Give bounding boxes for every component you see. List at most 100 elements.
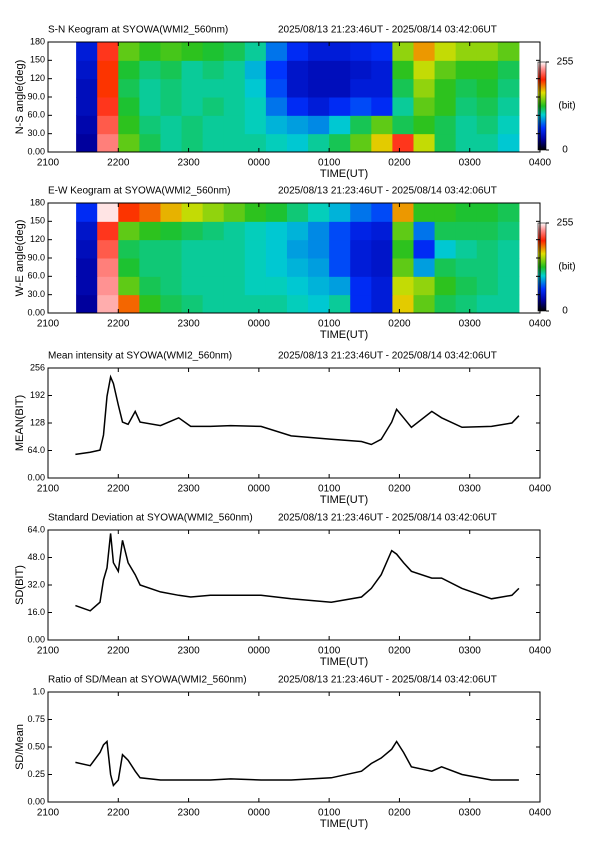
heat-cell [76,60,98,80]
heat-cell [160,60,183,80]
x-tick-label: 0400 [529,808,552,819]
x-tick-label: 0300 [459,646,482,657]
heat-cell [413,60,436,80]
heat-cell [97,133,119,153]
y-tick-label: 0.00 [27,472,45,482]
x-axis-label: TIME(UT) [320,656,368,668]
panel-title: S-N Keogram at SYOWA(WMI2_560nm) [48,25,228,36]
heat-cell [223,203,246,222]
y-tick-label: 192 [30,390,45,400]
heat-cell [265,258,288,277]
heat-cell [160,221,183,241]
heat-cell [76,276,98,296]
heat-cell [244,42,267,61]
heat-cell [413,78,436,98]
heat-cell [371,42,393,61]
heat-cell [329,276,351,296]
x-tick-label: 0300 [459,808,482,819]
heat-cell [160,294,183,314]
heat-cell [329,60,351,80]
heat-cell [118,276,140,296]
heat-cell [139,276,161,296]
heat-cell [350,239,372,259]
heat-cell [181,97,204,116]
panel-subtitle: 2025/08/13 21:23:46UT - 2025/08/14 03:42… [278,513,497,524]
x-tick-label: 2100 [37,646,60,657]
heat-cell [308,133,330,153]
x-tick-label: 0200 [388,484,411,495]
x-tick-label: 2200 [107,484,130,495]
x-axis-label: TIME(UT) [320,329,368,341]
y-tick-label: 0.00 [27,796,45,806]
heat-cell [286,78,309,98]
heat-cell [476,115,499,135]
heat-cell [455,258,478,277]
y-tick-label: 30.0 [27,289,45,299]
colorbar-tick-label: 255 [557,57,574,68]
y-axis-label: SD/Mean [14,724,26,770]
heat-cell [265,115,288,135]
heat-cell [455,221,478,241]
heat-cell [497,42,520,61]
heat-cell [329,97,351,116]
heat-cell [350,133,372,153]
y-tick-label: 0.75 [27,714,45,724]
heat-cell [244,115,267,135]
heat-cell [413,294,436,314]
heat-cell [202,97,225,116]
heat-cell [244,239,267,259]
heat-cell [350,115,372,135]
colorbar-tick-label: 0 [562,145,568,156]
colorbar [537,222,547,312]
x-tick-label: 0000 [248,808,271,819]
heat-cell [76,97,98,116]
data-line [75,533,520,612]
heat-cell [223,258,246,277]
heat-cell [139,133,161,153]
x-axis-label: TIME(UT) [320,818,368,830]
y-axis-label: N-S angle(deg) [14,60,26,135]
heat-cell [286,203,309,222]
y-tick-label: 0.00 [27,634,45,644]
heat-cell [497,294,520,314]
heat-cell [413,97,436,116]
heat-cell [244,78,267,98]
y-tick-label: 150 [30,216,45,226]
heat-cell [181,221,204,241]
heat-cell [434,133,457,153]
heat-cell [434,203,457,222]
heat-cell [160,276,183,296]
heat-cell [371,294,393,314]
y-tick-label: 48.0 [27,552,45,562]
heat-cell [97,60,119,80]
heat-cell [244,276,267,296]
heat-cell [265,60,288,80]
heat-cell [265,97,288,116]
heat-cell [455,97,478,116]
y-tick-label: 90.0 [27,91,45,101]
heat-cell [329,258,351,277]
heat-cell [97,78,119,98]
heat-cell [118,97,140,116]
heat-cell [476,203,499,222]
heat-cell [476,294,499,314]
y-tick-label: 60.0 [27,271,45,281]
heat-cell [455,78,478,98]
heat-cell [371,133,393,153]
x-tick-label: 0000 [248,646,271,657]
heat-cell [308,78,330,98]
heat-cell [118,78,140,98]
heat-cell [371,276,393,296]
x-tick-label: 0100 [318,319,341,330]
x-tick-label: 0300 [459,319,482,330]
y-tick-label: 180 [30,197,45,207]
heat-cell [265,42,288,61]
x-tick-label: 2200 [107,319,130,330]
heat-cell [160,239,183,259]
heat-cell [223,42,246,61]
heat-cell [118,203,140,222]
x-tick-label: 0200 [388,158,411,169]
heat-cell [434,239,457,259]
x-tick-label: 0100 [318,808,341,819]
heat-cell [97,97,119,116]
